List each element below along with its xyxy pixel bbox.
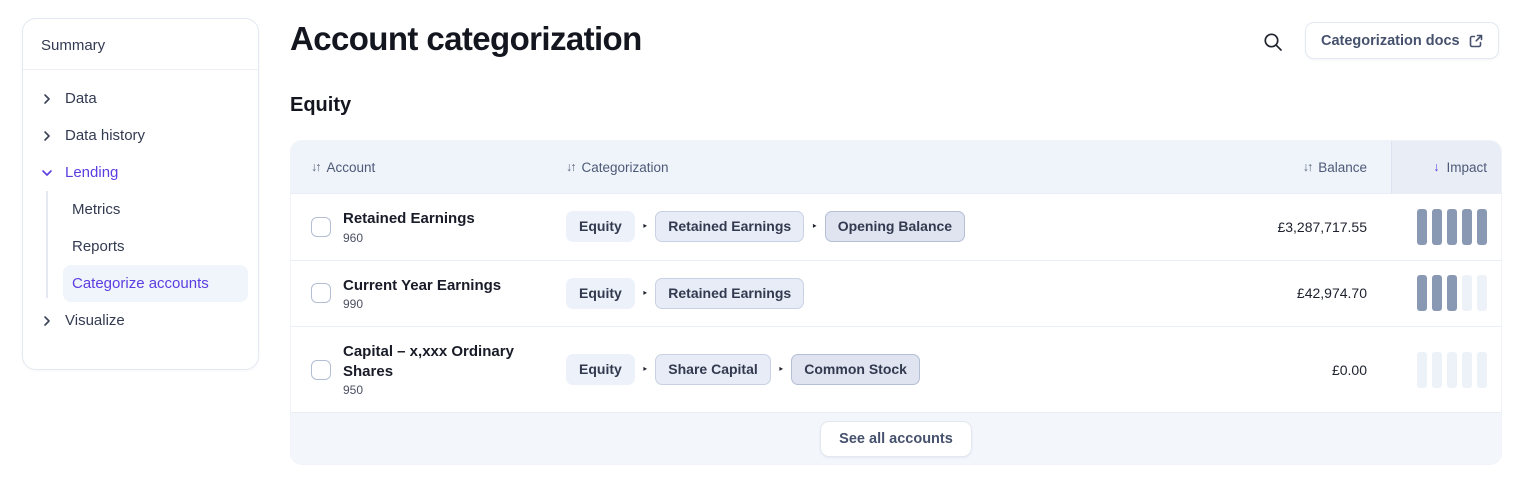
table-footer: See all accounts [291,412,1501,464]
sort-descending-icon: ↓ [1433,160,1440,174]
breadcrumb-separator-icon: ‣ [777,364,785,376]
breadcrumb-separator-icon: ‣ [641,287,649,300]
external-link-icon [1469,34,1483,48]
account-cell: Capital – x,xxx Ordinary Shares 950 [291,327,546,412]
account-text: Retained Earnings 960 [343,209,475,245]
balance-value: £0.00 [1331,361,1367,378]
account-name: Current Year Earnings [343,276,502,294]
sort-both-icon: ↓↑ [566,160,576,174]
impact-bars [1391,327,1501,412]
search-icon[interactable] [1262,31,1284,53]
see-all-accounts-button[interactable]: See all accounts [820,420,972,457]
sidebar-item-label: Lending [65,164,119,181]
categorization-pill[interactable]: Equity [566,353,635,386]
account-code: 950 [343,383,364,397]
row-checkbox[interactable] [311,216,331,237]
section-heading-equity: Equity [290,94,352,116]
table-row: Current Year Earnings 990 Equity ‣ Retaine… [291,259,1501,327]
impact-bar-empty [1477,351,1487,388]
impact-bar-filled [1447,208,1457,245]
categorization-pill[interactable]: Retained Earnings [655,211,805,243]
chevron-right-icon [41,315,53,327]
impact-bar-filled [1432,275,1442,312]
column-header-label: Categorization [581,159,669,175]
impact-bar-filled [1417,208,1427,245]
breadcrumb-separator-icon: ‣ [641,364,649,376]
sidebar-item-lending[interactable]: Lending [31,154,250,191]
impact-bar-empty [1462,275,1472,312]
sidebar-item-label: Data history [65,127,146,144]
sidebar-item-metrics[interactable]: Metrics [72,201,121,218]
column-header-categorization[interactable]: ↓↑ Categorization [546,141,1191,193]
categorization-path: Equity ‣ Retained Earnings [546,261,1191,327]
account-name: Capital – x,xxx Ordinary Shares [343,343,514,380]
row-checkbox[interactable] [311,283,331,304]
account-text: Capital – x,xxx Ordinary Shares 950 [343,342,518,397]
sidebar-item-label: Visualize [65,312,125,329]
account-name: Retained Earnings [343,210,475,227]
account-cell: Current Year Earnings 990 [291,261,546,327]
sort-both-icon: ↓↑ [311,160,321,174]
sidebar-item-data-history[interactable]: Data history [31,117,250,154]
table-row: Retained Earnings 960 Equity ‣ Retained Ea… [291,193,1501,260]
account-text: Current Year Earnings 990 [343,276,501,312]
categorization-pill[interactable]: Retained Earnings [655,277,805,309]
sidebar: Summary Data Data history Lending Metric… [22,18,259,370]
impact-bar-empty [1477,275,1487,312]
impact-bars [1391,261,1501,327]
chevron-right-icon [41,93,53,105]
column-header-label: Impact [1446,159,1487,175]
sidebar-item-label: Data [65,90,97,107]
table-body: Retained Earnings 960 Equity ‣ Retained Ea… [291,193,1501,412]
categorization-pill[interactable]: Share Capital [655,353,771,386]
column-header-label: Balance [1318,159,1367,175]
sidebar-item-visualize[interactable]: Visualize [31,302,250,339]
impact-bar-empty [1447,351,1457,388]
breadcrumb-separator-icon: ‣ [811,221,818,234]
breadcrumb-separator-icon: ‣ [641,221,649,234]
sort-both-icon: ↓↑ [1302,160,1313,174]
impact-bar-empty [1417,351,1427,388]
column-header-label: Account [326,159,376,175]
sidebar-item-data[interactable]: Data [31,80,250,117]
impact-bar-empty [1432,351,1442,388]
sidebar-item-reports[interactable]: Reports [72,238,125,255]
impact-bars [1391,194,1501,260]
balance-value: £42,974.70 [1296,285,1367,302]
balance-value: £3,287,717.55 [1277,218,1367,235]
table-row: Capital – x,xxx Ordinary Shares 950 Equi… [291,326,1501,412]
impact-bar-filled [1477,208,1487,245]
impact-bar-empty [1462,351,1472,388]
column-header-impact[interactable]: ↓ Impact [1391,141,1501,193]
categorization-path: Equity ‣ Retained Earnings ‣ Opening Balance [546,194,1191,260]
lending-subnav: Metrics Reports Categorize accounts [31,191,250,302]
categorization-pill[interactable]: Common Stock [791,353,920,386]
sidebar-item-summary[interactable]: Summary [41,37,106,54]
impact-bar-filled [1462,208,1472,245]
categorization-pill[interactable]: Equity [566,277,635,309]
categorization-path: Equity ‣ Share Capital ‣ Common Stock [546,327,1191,412]
chevron-right-icon [41,130,53,142]
categorization-pill[interactable]: Opening Balance [824,211,966,243]
categorization-docs-button[interactable]: Categorization docs [1305,22,1499,59]
column-header-balance[interactable]: ↓↑ Balance [1191,141,1391,193]
row-checkbox[interactable] [311,359,331,380]
accounts-table: ↓↑ Account ↓↑ Categorization ↓↑ Balance … [290,140,1502,465]
impact-bar-filled [1447,275,1457,312]
account-code: 990 [343,297,364,311]
table-header-row: ↓↑ Account ↓↑ Categorization ↓↑ Balance … [291,141,1501,193]
column-header-account[interactable]: ↓↑ Account [291,141,546,193]
account-cell: Retained Earnings 960 [291,194,546,260]
account-code: 960 [343,230,364,245]
sidebar-item-categorize-accounts[interactable]: Categorize accounts [63,265,248,302]
impact-bar-filled [1417,275,1427,312]
page-title: Account categorization [290,20,642,57]
chevron-down-icon [41,167,53,179]
docs-button-label: Categorization docs [1321,32,1460,49]
impact-bar-filled [1432,208,1442,245]
sidebar-divider [23,69,258,70]
categorization-pill[interactable]: Equity [566,211,635,243]
